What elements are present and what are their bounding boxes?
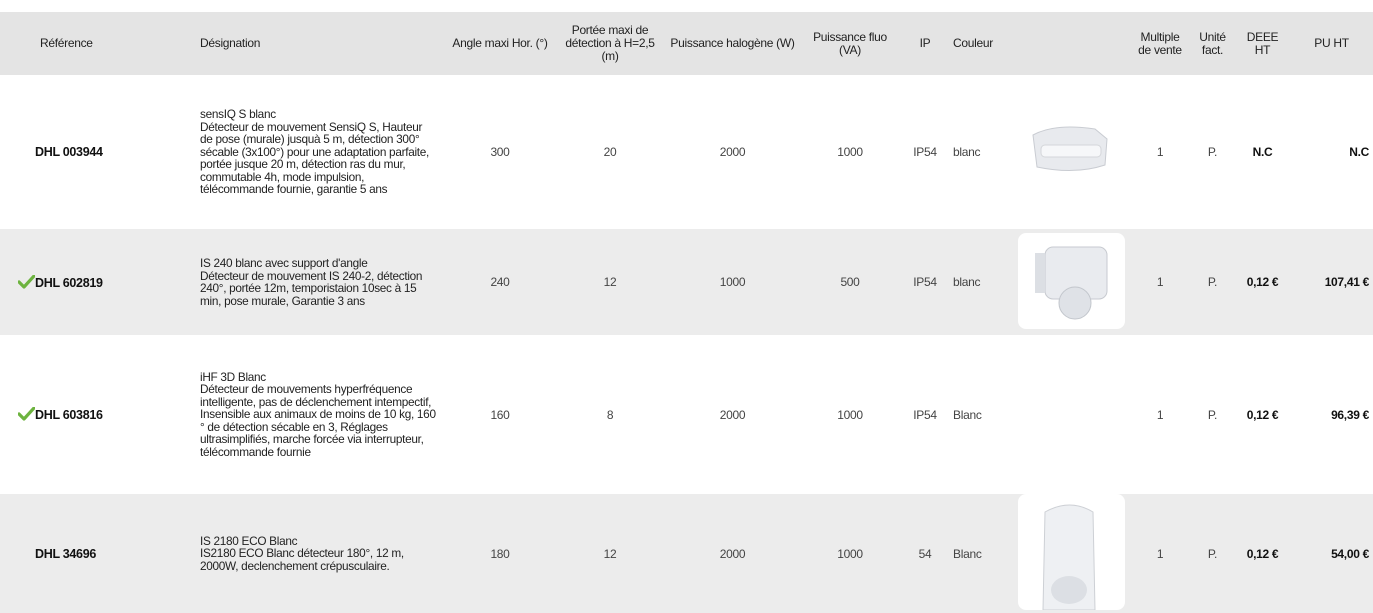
halogen-cell: 1000	[665, 229, 800, 335]
halogen-cell: 2000	[665, 494, 800, 613]
reference-cell: DHL 003944	[0, 75, 190, 229]
header-cell: Portée maxi de détection à H=2,5 (m)	[555, 12, 665, 75]
table-row: DHL 34696 IS 2180 ECO Blanc IS2180 ECO Bla…	[0, 494, 1373, 613]
unit-cell: P.	[1190, 229, 1235, 335]
ip-cell: IP54	[913, 145, 937, 159]
ip-cell: 54	[900, 494, 950, 613]
unit-cell: P.	[1190, 494, 1235, 613]
fluo-cell: 500	[800, 229, 900, 335]
deee-cell: N.C	[1252, 145, 1273, 159]
fluo-cell: 1000	[837, 145, 863, 159]
table-body: DHL 003944 sensIQ S blanc Détecteur de mou…	[0, 75, 1373, 613]
color-cell: Blanc	[953, 407, 982, 422]
table-row: DHL 603816 iHF 3D Blanc Détecteur de mouve…	[0, 335, 1373, 494]
deee-cell: 0,12 €	[1235, 494, 1290, 613]
deee-cell: 0,12 €	[1246, 407, 1279, 422]
reference: DHL 603816	[35, 408, 103, 422]
price-cell: 54,00 €	[1290, 494, 1373, 613]
header-cell: Puissance fluo (VA)	[800, 12, 900, 75]
designation-cell: sensIQ S blanc Détecteur de mouvement Sen…	[190, 75, 445, 229]
reference: DHL 34696	[35, 546, 96, 561]
unit-cell: P.	[1207, 407, 1218, 422]
reference: DHL 003944	[35, 145, 103, 159]
fluo-cell: 1000	[800, 494, 900, 613]
halogen-cell: 2000	[719, 407, 746, 422]
color-cell: blanc	[953, 145, 981, 159]
header-cell: Angle maxi Hor. (°)	[445, 12, 555, 75]
range-cell: 12	[555, 229, 665, 335]
fluo-cell: 1000	[837, 407, 863, 422]
product-description: Détecteur de mouvements hyperfréquence i…	[200, 382, 436, 459]
ip-cell: IP54	[900, 229, 950, 335]
product-name: IS 2180 ECO Blanc	[200, 533, 298, 548]
product-table: Référence Désignation Angle maxi Hor. (°…	[0, 12, 1373, 613]
designation-cell: IS 240 blanc avec support d'angle Détecte…	[190, 229, 445, 335]
multiple-cell: 1	[1156, 145, 1164, 159]
table-row: DHL 602819 IS 240 blanc avec support d'an…	[0, 229, 1373, 335]
product-name: sensIQ S blanc	[200, 107, 276, 122]
product-name: iHF 3D Blanc	[200, 369, 266, 384]
reference-cell: DHL 602819	[0, 229, 190, 335]
angle-cell: 240	[445, 229, 555, 335]
header-cell	[1010, 12, 1130, 75]
product-name: IS 240 blanc avec support d'angle	[200, 256, 368, 270]
header-cell: Référence	[0, 12, 190, 75]
designation-cell: iHF 3D Blanc Détecteur de mouvements hype…	[190, 335, 445, 494]
range-cell: 12	[555, 494, 665, 613]
product-image	[1018, 232, 1125, 329]
multiple-cell: 1	[1130, 494, 1190, 613]
header-cell: Couleur	[950, 12, 1010, 75]
range-cell: 20	[603, 145, 617, 159]
header-cell: IP	[900, 12, 950, 75]
image-cell	[1010, 75, 1130, 229]
angle-cell: 180	[445, 494, 555, 613]
range-cell: 8	[606, 407, 614, 422]
designation-cell: IS 2180 ECO Blanc IS2180 ECO Blanc détect…	[190, 494, 445, 613]
table-row: DHL 003944 sensIQ S blanc Détecteur de mou…	[0, 75, 1373, 229]
header-cell: Désignation	[190, 12, 445, 75]
price-cell: N.C	[1349, 145, 1369, 159]
header-row: Référence Désignation Angle maxi Hor. (°…	[0, 12, 1373, 75]
angle-cell: 160	[490, 407, 510, 422]
product-description: Détecteur de mouvement SensiQ S, Hauteur…	[200, 119, 429, 197]
product-description: Détecteur de mouvement IS 240-2, détecti…	[200, 268, 423, 308]
price-cell: 107,41 €	[1290, 229, 1373, 335]
deee-cell: 0,12 €	[1235, 229, 1290, 335]
header-cell: Unité fact.	[1190, 12, 1235, 75]
color-cell: Blanc	[950, 494, 1010, 613]
header-cell: DEEE HT	[1235, 12, 1290, 75]
reference-cell: DHL 34696	[0, 494, 190, 613]
header-cell: Puissance halogène (W)	[665, 12, 800, 75]
image-cell	[1010, 335, 1130, 494]
image-cell	[1010, 229, 1130, 335]
halogen-cell: 2000	[719, 145, 746, 159]
multiple-cell: 1	[1130, 229, 1190, 335]
product-description: IS2180 ECO Blanc détecteur 180°, 12 m, 2…	[200, 546, 404, 573]
header-cell: Multiple de vente	[1130, 12, 1190, 75]
product-image	[1018, 494, 1125, 611]
angle-cell: 300	[490, 145, 510, 159]
product-image	[1018, 94, 1125, 207]
reference: DHL 602819	[35, 275, 103, 290]
price-cell: 96,39 €	[1331, 407, 1369, 422]
multiple-cell: 1	[1156, 407, 1164, 422]
ip-cell: IP54	[913, 407, 937, 422]
unit-cell: P.	[1207, 145, 1218, 159]
reference-cell: DHL 603816	[0, 335, 190, 494]
header-cell: PU HT	[1290, 12, 1373, 75]
check-icon	[18, 407, 35, 421]
color-cell: blanc	[950, 229, 1010, 335]
image-cell	[1010, 494, 1130, 613]
check-icon	[18, 274, 35, 289]
